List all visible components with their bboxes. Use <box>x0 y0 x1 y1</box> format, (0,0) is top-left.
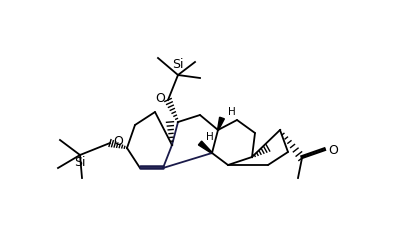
Polygon shape <box>199 141 212 153</box>
Polygon shape <box>218 117 225 130</box>
Text: O: O <box>155 91 165 105</box>
Text: H: H <box>228 107 236 117</box>
Text: H: H <box>206 132 214 142</box>
Text: O: O <box>113 134 123 147</box>
Text: O: O <box>328 143 338 157</box>
Text: Si: Si <box>172 58 184 71</box>
Text: Si: Si <box>74 156 86 169</box>
